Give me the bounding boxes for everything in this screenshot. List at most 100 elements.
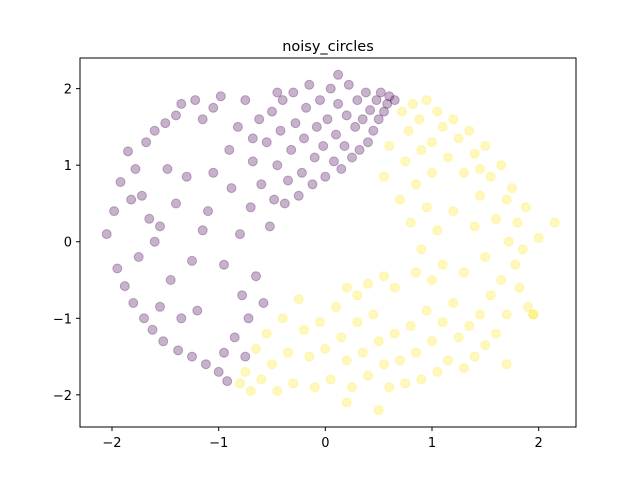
point-c0-81 — [352, 95, 363, 106]
point-c0-1 — [109, 206, 120, 217]
point-c0-108 — [171, 198, 181, 209]
point-c1-105 — [448, 206, 459, 217]
point-c0-3 — [115, 177, 126, 187]
point-c1-7 — [437, 121, 448, 132]
point-c1-15 — [480, 141, 491, 151]
point-c0-16 — [160, 118, 171, 129]
point-c0-61 — [299, 133, 309, 144]
point-c0-58 — [290, 118, 301, 129]
point-c1-14 — [475, 190, 485, 201]
point-c1-8 — [443, 152, 453, 163]
x-tick-label: −2 — [102, 436, 121, 451]
point-c1-97 — [427, 167, 437, 178]
point-c0-48 — [264, 221, 275, 232]
point-c0-87 — [368, 125, 379, 136]
point-c0-37 — [235, 229, 245, 240]
point-c0-70 — [322, 114, 333, 125]
point-c1-54 — [379, 359, 389, 370]
point-c1-89 — [400, 156, 411, 167]
point-c1-0 — [397, 106, 408, 117]
point-c1-101 — [363, 278, 373, 289]
point-c1-24 — [514, 282, 525, 293]
point-c0-24 — [192, 305, 203, 316]
point-c0-10 — [139, 313, 149, 324]
point-c1-106 — [459, 267, 469, 278]
point-c1-25 — [517, 244, 528, 255]
x-tick-label: 0 — [321, 436, 329, 451]
point-c0-32 — [222, 376, 233, 387]
point-c0-25 — [197, 114, 208, 125]
point-c0-76 — [339, 141, 350, 151]
point-c0-94 — [389, 95, 400, 106]
y-axis: −2 −1 0 1 2 — [53, 83, 80, 404]
point-c0-83 — [357, 114, 368, 125]
point-c1-87 — [384, 141, 395, 151]
point-c0-92 — [382, 98, 393, 109]
point-c0-103 — [155, 301, 165, 312]
point-c1-73 — [277, 313, 288, 324]
point-c0-15 — [158, 336, 169, 347]
point-c1-4 — [421, 95, 432, 106]
point-c1-55 — [373, 336, 384, 347]
point-c0-91 — [379, 106, 389, 117]
point-c1-79 — [245, 386, 256, 396]
point-c0-69 — [320, 171, 331, 182]
point-c1-19 — [501, 194, 512, 205]
point-c1-56 — [368, 309, 379, 320]
point-c0-33 — [224, 144, 235, 155]
point-c1-66 — [315, 317, 325, 328]
point-c0-106 — [126, 194, 137, 205]
point-c0-30 — [215, 91, 226, 102]
point-c1-35 — [480, 340, 491, 351]
point-c0-28 — [208, 102, 219, 113]
point-c1-83 — [373, 405, 384, 416]
point-c0-95 — [333, 69, 344, 80]
y-tick-label: −1 — [53, 312, 72, 327]
point-c0-36 — [232, 121, 243, 132]
point-c1-45 — [427, 336, 437, 347]
point-c1-22 — [510, 259, 521, 270]
point-c1-42 — [443, 355, 453, 366]
point-c0-42 — [247, 156, 258, 167]
point-c0-35 — [229, 332, 240, 343]
point-c0-12 — [147, 324, 158, 335]
point-c1-94 — [427, 275, 437, 285]
x-tick-label: 2 — [535, 436, 543, 451]
point-c0-88 — [371, 95, 382, 106]
point-c1-21 — [507, 183, 517, 194]
point-c0-54 — [279, 198, 290, 209]
point-c0-31 — [219, 259, 229, 270]
point-c0-62 — [301, 102, 312, 113]
point-c1-5 — [427, 137, 437, 148]
point-c0-18 — [171, 110, 181, 121]
point-c0-98 — [144, 213, 155, 224]
point-c1-12 — [464, 125, 475, 136]
point-c0-50 — [269, 194, 280, 205]
point-c1-76 — [261, 328, 272, 339]
point-c1-74 — [272, 386, 283, 396]
point-c0-53 — [277, 95, 288, 106]
point-c0-8 — [133, 252, 144, 262]
point-c0-4 — [119, 281, 130, 292]
point-c1-13 — [469, 148, 480, 159]
series-cluster-1 — [235, 95, 560, 416]
point-c0-82 — [354, 144, 365, 155]
y-tick-label: 2 — [64, 83, 72, 98]
point-c0-64 — [307, 179, 318, 190]
point-c1-58 — [357, 347, 368, 358]
point-c0-90 — [375, 87, 386, 98]
point-c0-44 — [254, 114, 265, 125]
point-c1-99 — [389, 282, 400, 293]
point-c0-80 — [350, 121, 361, 132]
point-c0-34 — [226, 183, 237, 194]
point-c1-2 — [407, 98, 418, 109]
point-c0-13 — [149, 125, 160, 136]
point-c1-38 — [464, 320, 475, 331]
point-c1-52 — [389, 328, 400, 339]
point-c1-46 — [421, 305, 432, 316]
point-c1-53 — [384, 382, 395, 393]
point-c0-47 — [261, 137, 272, 148]
point-c1-72 — [283, 347, 293, 358]
